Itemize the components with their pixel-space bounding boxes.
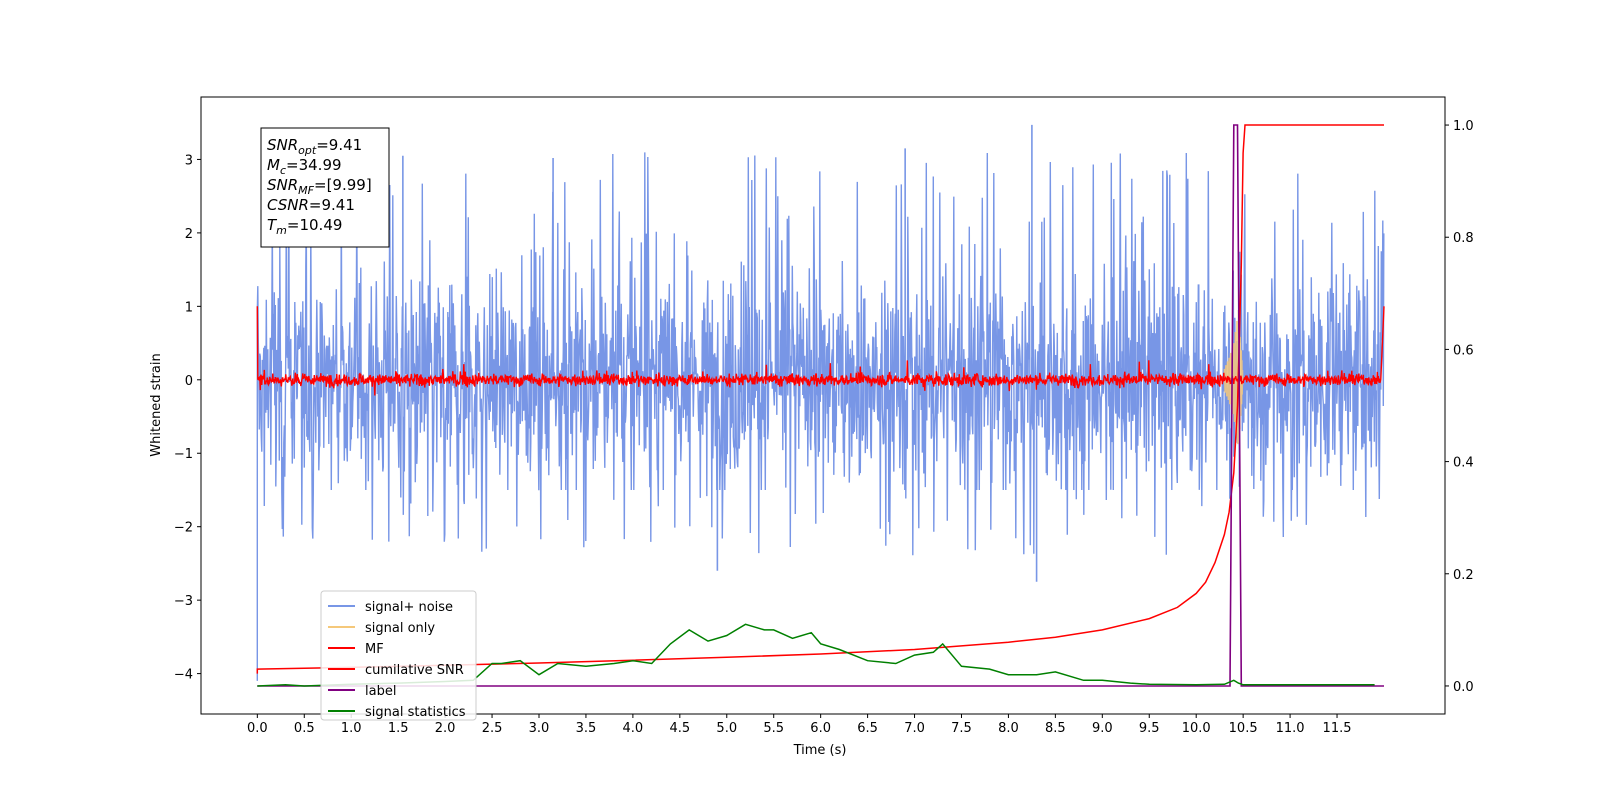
x-tick-label: 10.5 (1229, 721, 1258, 736)
x-tick-label: 6.0 (810, 721, 831, 736)
x-tick-label: 2.5 (482, 721, 503, 736)
series-line-label (257, 124, 1384, 687)
annotation-line: Tm=10.49 (267, 216, 342, 237)
x-tick-label: 4.5 (669, 721, 690, 736)
legend-label: MF (365, 642, 384, 657)
y-tick-label: 2 (185, 227, 193, 242)
legend-label: signal statistics (365, 705, 466, 720)
x-tick-label: 7.0 (904, 721, 925, 736)
legend: signal+ noise signal only MF cumilative SNR… (320, 590, 477, 721)
x-tick-label: 9.5 (1139, 721, 1160, 736)
y-tick-label: −3 (174, 594, 193, 609)
y2-tick-label: 0.4 (1453, 456, 1474, 471)
x-tick-label: 1.5 (388, 721, 409, 736)
plot-frame (200, 96, 1446, 715)
x-tick-label: 3.0 (529, 721, 550, 736)
series-line-signal-only (1223, 309, 1244, 445)
x-tick-label: 8.0 (998, 721, 1019, 736)
y2-tick-label: 0.6 (1453, 343, 1474, 358)
y-axis-label: Whitened strain (149, 353, 164, 456)
x-tick-label: 9.0 (1092, 721, 1113, 736)
x-tick-label: 7.5 (951, 721, 972, 736)
y-tick-label: 1 (185, 300, 193, 315)
series-line-signal-noise (256, 152, 1385, 681)
annotation-line: SNRMF=[9.99] (267, 176, 372, 197)
x-tick-label: 0.5 (294, 721, 315, 736)
legend-label: label (365, 684, 396, 699)
series-line-cumulative-snr (256, 124, 1384, 674)
y-tick-label: 3 (185, 153, 193, 168)
y-tick-label: −4 (174, 668, 193, 683)
x-tick-label: 4.0 (623, 721, 644, 736)
y2-tick-label: 0.2 (1453, 568, 1474, 583)
x-tick-label: 8.5 (1045, 721, 1066, 736)
annotation-line: CSNR=9.41 (267, 196, 355, 214)
y-tick-label: 0 (185, 374, 193, 389)
x-axis: 0.0 0.5 1.0 1.5 2.0 2.5 3.0 3.5 4.0 4.5 5.0 5.5 6.0 6… (247, 714, 1352, 736)
x-tick-label: 6.5 (857, 721, 878, 736)
x-tick-label: 5.5 (763, 721, 784, 736)
legend-label: signal+ noise (365, 600, 453, 615)
y-axis-right: 0.0 0.2 0.4 0.6 0.8 1.0 (1445, 119, 1474, 695)
series-line-signal-statistics (257, 623, 1375, 687)
y-axis-left: −4 −3 −2 −1 0 1 2 3 (174, 153, 201, 683)
x-tick-label: 5.0 (716, 721, 737, 736)
y-tick-label: −2 (174, 521, 193, 536)
legend-label: signal only (365, 621, 435, 636)
annotation-box: SNRopt=9.41Mc=34.99SNRMF=[9.99]CSNR=9.41… (260, 127, 390, 248)
y2-tick-label: 0.0 (1453, 680, 1474, 695)
legend-label: cumilative SNR (365, 663, 464, 678)
x-tick-label: 11.5 (1323, 721, 1352, 736)
y-tick-label: −1 (174, 447, 193, 462)
plot-area (256, 124, 1385, 687)
x-tick-label: 11.0 (1276, 721, 1305, 736)
x-tick-label: 1.0 (341, 721, 362, 736)
x-tick-label: 10.0 (1182, 721, 1211, 736)
x-tick-label: 0.0 (247, 721, 268, 736)
y2-tick-label: 0.8 (1453, 231, 1474, 246)
series-line-mf (256, 306, 1385, 396)
x-axis-label: Time (s) (793, 743, 847, 758)
annotation-line: SNRopt=9.41 (267, 136, 362, 157)
annotation-line: Mc=34.99 (267, 156, 342, 177)
x-tick-label: 2.0 (435, 721, 456, 736)
y2-tick-label: 1.0 (1453, 119, 1474, 134)
x-tick-label: 3.5 (576, 721, 597, 736)
